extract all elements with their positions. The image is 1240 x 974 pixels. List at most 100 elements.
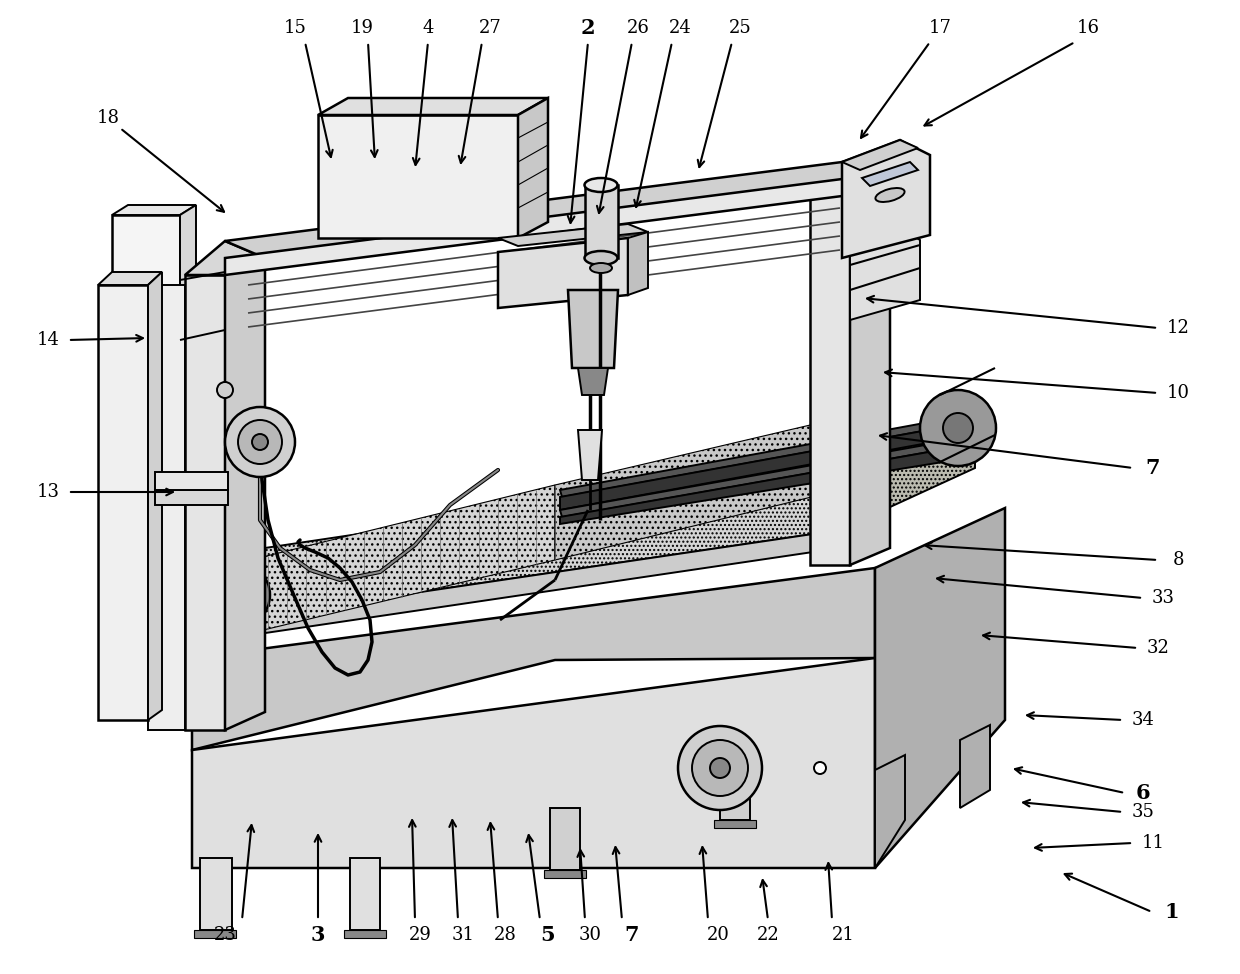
Text: 7: 7	[625, 925, 640, 945]
Polygon shape	[180, 205, 196, 350]
Text: 26: 26	[626, 19, 650, 37]
Polygon shape	[560, 437, 973, 517]
Polygon shape	[544, 870, 587, 878]
Text: 17: 17	[929, 19, 951, 37]
Text: 4: 4	[423, 19, 434, 37]
Polygon shape	[839, 400, 975, 530]
Text: 20: 20	[707, 926, 729, 944]
Polygon shape	[498, 224, 649, 246]
Polygon shape	[568, 290, 618, 368]
Text: 33: 33	[1152, 589, 1174, 607]
Polygon shape	[148, 285, 185, 730]
Text: 14: 14	[36, 331, 60, 349]
Text: 1: 1	[1164, 902, 1179, 922]
Text: 15: 15	[284, 19, 306, 37]
Polygon shape	[960, 725, 990, 808]
Ellipse shape	[875, 188, 904, 202]
Polygon shape	[112, 205, 196, 215]
Polygon shape	[229, 485, 556, 638]
Text: 3: 3	[311, 925, 325, 945]
Circle shape	[711, 758, 730, 778]
Text: 5: 5	[541, 925, 556, 945]
Text: 27: 27	[479, 19, 501, 37]
Polygon shape	[862, 162, 918, 186]
Ellipse shape	[584, 178, 618, 192]
Polygon shape	[810, 161, 890, 195]
Polygon shape	[518, 98, 548, 238]
Text: 31: 31	[451, 926, 475, 944]
Circle shape	[226, 583, 250, 607]
Polygon shape	[560, 444, 973, 524]
Polygon shape	[498, 238, 627, 308]
Polygon shape	[560, 415, 972, 497]
Circle shape	[813, 762, 826, 774]
Circle shape	[217, 382, 233, 398]
Polygon shape	[218, 462, 839, 622]
Circle shape	[224, 407, 295, 477]
Polygon shape	[714, 820, 756, 828]
Polygon shape	[343, 930, 386, 938]
Ellipse shape	[590, 263, 613, 273]
Polygon shape	[192, 568, 875, 750]
Polygon shape	[810, 195, 849, 565]
Text: 13: 13	[36, 483, 60, 501]
Circle shape	[206, 563, 270, 627]
Polygon shape	[842, 140, 918, 170]
Polygon shape	[193, 930, 236, 938]
Polygon shape	[185, 275, 224, 730]
Text: 35: 35	[1132, 803, 1154, 821]
Circle shape	[920, 390, 996, 466]
Polygon shape	[218, 530, 839, 640]
Text: 7: 7	[1146, 458, 1161, 478]
Text: 10: 10	[1167, 384, 1189, 402]
Circle shape	[678, 726, 763, 810]
Polygon shape	[192, 658, 875, 868]
Text: 12: 12	[1167, 319, 1189, 337]
Text: 21: 21	[832, 926, 854, 944]
Polygon shape	[98, 272, 162, 285]
Polygon shape	[560, 422, 972, 510]
Polygon shape	[155, 490, 228, 505]
Text: 28: 28	[494, 926, 516, 944]
Text: 25: 25	[729, 19, 751, 37]
Text: 2: 2	[580, 18, 595, 38]
Text: 30: 30	[579, 926, 601, 944]
Polygon shape	[875, 508, 1004, 868]
Text: 22: 22	[756, 926, 780, 944]
Text: 32: 32	[1147, 639, 1169, 657]
Text: 8: 8	[1172, 551, 1184, 569]
Ellipse shape	[584, 251, 618, 265]
Polygon shape	[720, 755, 750, 820]
Polygon shape	[112, 215, 180, 350]
Polygon shape	[849, 178, 890, 565]
Polygon shape	[317, 115, 518, 238]
Polygon shape	[224, 161, 890, 258]
Text: 23: 23	[213, 926, 237, 944]
Circle shape	[238, 420, 281, 464]
Text: 11: 11	[1142, 834, 1164, 852]
Polygon shape	[849, 228, 920, 320]
Text: 16: 16	[1076, 19, 1100, 37]
Polygon shape	[155, 472, 228, 490]
Polygon shape	[224, 178, 849, 275]
Polygon shape	[224, 258, 265, 730]
Polygon shape	[200, 858, 232, 930]
Text: 29: 29	[408, 926, 432, 944]
Circle shape	[252, 434, 268, 450]
Polygon shape	[317, 98, 548, 115]
Polygon shape	[148, 272, 162, 720]
Text: 6: 6	[1136, 783, 1151, 803]
Polygon shape	[627, 232, 649, 295]
Text: 19: 19	[351, 19, 373, 37]
Polygon shape	[875, 755, 905, 868]
Polygon shape	[578, 430, 601, 480]
Polygon shape	[585, 185, 618, 258]
Text: 34: 34	[1132, 711, 1154, 729]
Polygon shape	[350, 858, 379, 930]
Polygon shape	[98, 285, 148, 720]
Polygon shape	[556, 418, 839, 560]
Polygon shape	[578, 368, 608, 395]
Circle shape	[692, 740, 748, 796]
Text: 24: 24	[668, 19, 692, 37]
Text: 18: 18	[97, 109, 119, 127]
